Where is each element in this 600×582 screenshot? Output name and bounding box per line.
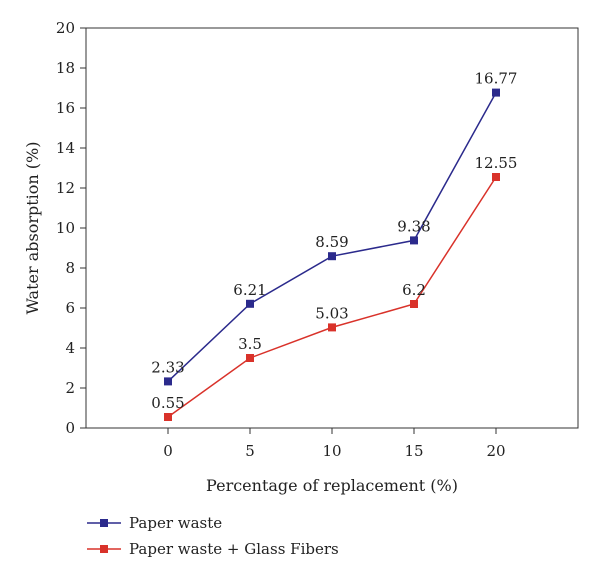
y-tick-label: 8 bbox=[65, 259, 75, 277]
series-line-2 bbox=[167, 176, 497, 418]
data-label: 6.2 bbox=[402, 281, 426, 299]
data-labels: 2.33 6.21 8.59 9.38 16.77 0.55 3.5 5.03 6.2 12.55 bbox=[151, 70, 517, 412]
series-1-point bbox=[328, 252, 336, 261]
y-axis-title: Water absorption (%) bbox=[23, 142, 42, 315]
series-1-point bbox=[164, 377, 172, 386]
y-tick-label: 12 bbox=[56, 179, 75, 197]
y-tick-label: 20 bbox=[56, 19, 75, 37]
x-tick-label: 20 bbox=[486, 442, 505, 460]
data-label: 5.03 bbox=[315, 304, 348, 322]
y-tick-label: 18 bbox=[56, 59, 75, 77]
y-tick-label: 16 bbox=[56, 99, 75, 117]
y-tick-label: 4 bbox=[65, 339, 75, 357]
y-tick-label: 2 bbox=[65, 379, 75, 397]
data-label: 3.5 bbox=[238, 335, 262, 353]
legend-entry-2: Paper waste + Glass Fibers bbox=[129, 540, 339, 558]
x-tick-label: 15 bbox=[404, 442, 423, 460]
y-tick-label: 10 bbox=[56, 219, 75, 237]
data-label: 12.55 bbox=[475, 154, 518, 172]
legend-marker-1 bbox=[100, 519, 108, 527]
y-axis: 0 2 4 6 8 10 12 14 16 18 20 bbox=[56, 19, 86, 437]
series-2-point bbox=[410, 300, 418, 308]
y-tick-label: 0 bbox=[65, 419, 75, 437]
x-axis: 0 5 10 15 20 bbox=[163, 428, 506, 460]
data-label: 2.33 bbox=[151, 358, 184, 376]
data-label: 9.38 bbox=[397, 217, 430, 235]
legend: Paper waste Paper waste + Glass Fibers bbox=[87, 514, 339, 558]
x-axis-title: Percentage of replacement (%) bbox=[206, 476, 458, 495]
legend-marker-2 bbox=[100, 545, 108, 553]
data-label: 16.77 bbox=[475, 70, 518, 88]
data-label: 6.21 bbox=[233, 281, 266, 299]
x-tick-label: 5 bbox=[245, 442, 255, 460]
series-2-point bbox=[492, 173, 500, 181]
series-1-point bbox=[246, 299, 254, 308]
x-tick-label: 0 bbox=[163, 442, 173, 460]
y-tick-label: 14 bbox=[56, 139, 75, 157]
x-tick-label: 10 bbox=[322, 442, 341, 460]
series-2-point bbox=[246, 354, 254, 362]
series-2-point bbox=[164, 413, 172, 421]
series-1-point bbox=[492, 88, 500, 97]
series-1-point bbox=[410, 236, 418, 245]
series-2-point bbox=[328, 323, 336, 332]
y-tick-label: 6 bbox=[65, 299, 75, 317]
legend-entry-1: Paper waste bbox=[129, 514, 222, 532]
data-label: 0.55 bbox=[151, 394, 184, 412]
data-label: 8.59 bbox=[315, 233, 348, 251]
series-layer bbox=[164, 88, 500, 421]
